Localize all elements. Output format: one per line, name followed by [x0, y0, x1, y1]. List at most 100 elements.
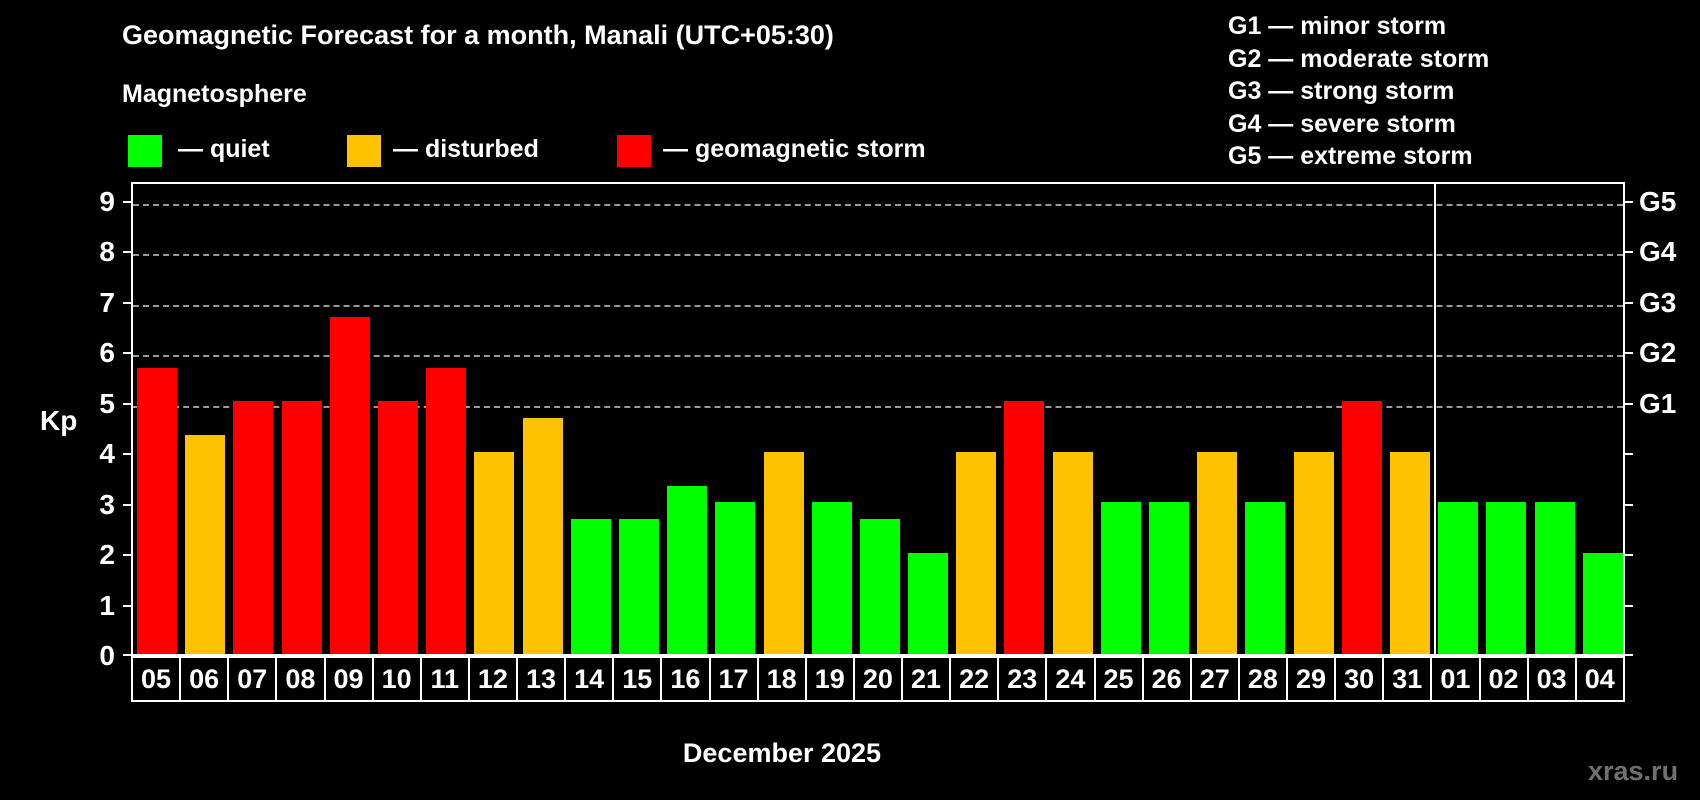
right-tick-4	[1625, 453, 1633, 455]
gridline-kp8	[133, 254, 1623, 256]
g2-legend-line: G2 — moderate storm	[1228, 44, 1490, 73]
storm-legend-label: — geomagnetic storm	[663, 135, 926, 163]
g-tick-label-G2: G2	[1639, 337, 1677, 368]
day-cell-15: 15	[612, 656, 663, 702]
month-caption: December 2025	[682, 738, 882, 768]
kp-tick-label-4: 4	[99, 438, 115, 469]
bar-day-26	[1149, 502, 1189, 654]
day-cell-31: 31	[1382, 656, 1433, 702]
bar-day-24	[1053, 452, 1093, 654]
right-tick-5	[1625, 402, 1633, 405]
bar-day-06	[185, 435, 225, 654]
day-cell-20: 20	[852, 656, 903, 702]
day-cell-02: 02	[1478, 656, 1529, 702]
day-cell-23: 23	[997, 656, 1048, 702]
kp-tick-label-5: 5	[99, 387, 115, 419]
day-label-row: 05 06 07 08 09 10 11 12 13 14 15 16 17 18 19 20 21 22 23 24…	[131, 656, 1625, 702]
day-cell-03: 03	[1526, 656, 1577, 702]
bar-day-08	[282, 401, 322, 654]
day-cell-08: 08	[275, 656, 326, 702]
day-cell-27: 27	[1189, 656, 1240, 702]
day-cell-04: 04	[1574, 656, 1625, 702]
kp-tick-label-6: 6	[99, 337, 115, 368]
gridline-kp9	[133, 203, 1623, 206]
left-tick-2	[123, 554, 131, 556]
bar-day-13	[523, 418, 563, 654]
watermark: xras.ru	[1588, 756, 1679, 786]
day-cell-10: 10	[371, 656, 422, 702]
day-cell-09: 09	[323, 656, 374, 702]
g-tick-label-G3: G3	[1639, 286, 1677, 318]
day-cell-30: 30	[1334, 656, 1385, 702]
page-title: Geomagnetic Forecast for a month, Manali…	[122, 20, 834, 50]
right-tick-6	[1625, 352, 1633, 354]
left-tick-3	[123, 503, 131, 506]
day-cell-24: 24	[1045, 656, 1096, 702]
kp-tick-label-8: 8	[99, 236, 115, 267]
day-cell-29: 29	[1286, 656, 1337, 702]
right-tick-8	[1625, 251, 1633, 253]
day-cell-13: 13	[516, 656, 567, 702]
bar-day-17	[715, 502, 755, 654]
day-cell-11: 11	[419, 656, 470, 702]
bar-day-03	[1535, 502, 1575, 654]
day-cell-16: 16	[660, 656, 711, 702]
g5-legend-line: G5 — extreme storm	[1228, 142, 1473, 170]
day-cell-12: 12	[467, 656, 518, 702]
day-cell-07: 07	[227, 656, 278, 702]
kp-axis-label: Kp	[40, 405, 78, 436]
right-tick-1	[1625, 604, 1633, 607]
g-tick-label-G4: G4	[1639, 236, 1677, 267]
g3-legend-line: G3 — strong storm	[1228, 77, 1455, 105]
kp-tick-label-0: 0	[99, 640, 115, 671]
g-tick-label-G5: G5	[1639, 185, 1677, 217]
bar-day-09	[330, 317, 370, 654]
bar-day-01	[1438, 502, 1478, 654]
bar-day-10	[378, 401, 418, 654]
bar-day-21	[908, 553, 948, 654]
bar-day-18	[764, 452, 804, 654]
left-tick-4	[123, 453, 131, 455]
bar-day-23	[1004, 401, 1044, 654]
right-tick-3	[1625, 503, 1633, 506]
day-cell-28: 28	[1237, 656, 1288, 702]
day-cell-01: 01	[1430, 656, 1481, 702]
disturbed-legend-label: — disturbed	[393, 135, 539, 163]
right-tick-2	[1625, 554, 1633, 556]
day-cell-14: 14	[564, 656, 615, 702]
bar-day-11	[426, 368, 466, 654]
bar-day-07	[233, 401, 273, 654]
bar-day-27	[1197, 452, 1237, 654]
kp-tick-label-1: 1	[99, 589, 115, 621]
bar-day-02	[1486, 502, 1526, 654]
g1-legend-line: G1 — minor storm	[1228, 12, 1447, 40]
kp-tick-label-3: 3	[99, 488, 115, 520]
bar-day-05	[137, 368, 177, 654]
bar-day-25	[1101, 502, 1141, 654]
storm-legend-swatch	[617, 135, 651, 167]
day-cell-19: 19	[804, 656, 855, 702]
kp-tick-label-2: 2	[99, 539, 115, 570]
bar-day-20	[860, 519, 900, 654]
day-cell-05: 05	[131, 656, 182, 702]
g-scale-legend: G1 — minor storm G2 — moderate storm G3 …	[1228, 10, 1489, 173]
bar-day-28	[1245, 502, 1285, 654]
gridline-kp7	[133, 304, 1623, 307]
left-tick-1	[123, 604, 131, 607]
day-cell-22: 22	[949, 656, 1000, 702]
magnetosphere-subtitle: Magnetosphere	[122, 80, 307, 108]
gridline-kp6	[133, 355, 1623, 357]
disturbed-legend-swatch	[347, 135, 381, 167]
bar-day-12	[474, 452, 514, 654]
bar-day-29	[1294, 452, 1334, 654]
bar-day-31	[1390, 452, 1430, 654]
g-tick-label-G1: G1	[1639, 387, 1677, 419]
day-cell-21: 21	[901, 656, 952, 702]
bar-day-14	[571, 519, 611, 654]
right-tick-7	[1625, 301, 1633, 304]
bar-day-04	[1583, 553, 1623, 654]
left-tick-6	[123, 352, 131, 354]
bar-day-22	[956, 452, 996, 654]
plot-area	[131, 182, 1625, 656]
